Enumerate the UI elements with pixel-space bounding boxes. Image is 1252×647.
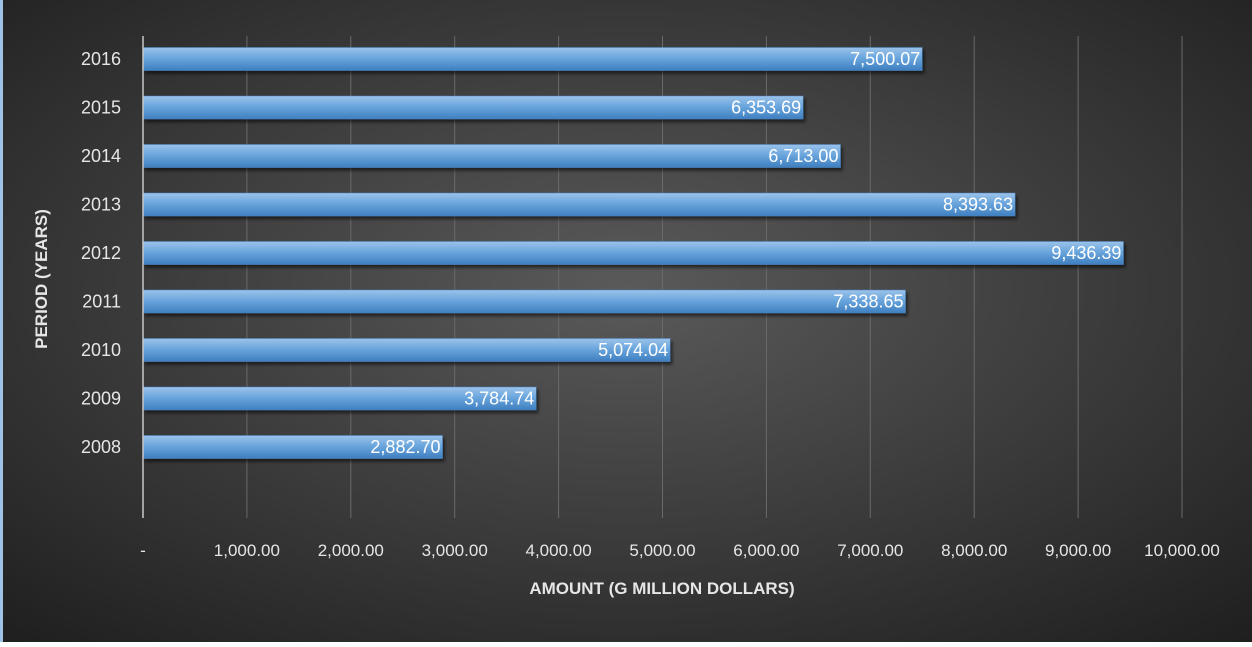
x-tick-label: 10,000.00 <box>1144 541 1220 560</box>
x-tick-label: - <box>140 541 146 560</box>
bar-value-label: 5,074.04 <box>598 340 668 360</box>
bar-value-label: 3,784.74 <box>464 389 534 409</box>
x-axis-title: AMOUNT (G MILLION DOLLARS) <box>529 579 794 598</box>
x-tick-label: 1,000.00 <box>214 541 280 560</box>
x-tick-label: 6,000.00 <box>733 541 799 560</box>
bar-value-label: 6,713.00 <box>768 146 838 166</box>
bar-2015 <box>142 95 804 120</box>
bar-2012 <box>142 241 1124 265</box>
x-tick-label: 5,000.00 <box>629 541 695 560</box>
bar-value-label: 2,882.70 <box>370 437 440 457</box>
y-tick-label: 2010 <box>81 340 121 360</box>
bar-2011 <box>142 289 906 314</box>
x-tick-label: 3,000.00 <box>422 541 488 560</box>
labels: - 1,000.00 2,000.00 3,000.00 4,000.00 5,000.0… <box>81 49 1220 560</box>
x-tick-label: 4,000.00 <box>526 541 592 560</box>
y-axis-title: PERIOD (YEARS) <box>32 209 51 349</box>
bars <box>142 47 1124 459</box>
x-tick-label: 2,000.00 <box>318 541 384 560</box>
chart-frame-accent <box>0 0 3 642</box>
y-tick-label: 2012 <box>81 243 121 263</box>
bar-value-label: 6,353.69 <box>731 98 801 118</box>
y-tick-label: 2008 <box>81 437 121 457</box>
x-tick-label: 7,000.00 <box>837 541 903 560</box>
bar-2014 <box>142 144 841 168</box>
y-tick-label: 2016 <box>81 49 121 69</box>
bar-2016 <box>142 47 923 71</box>
y-tick-label: 2011 <box>82 292 121 312</box>
bar-value-label: 8,393.63 <box>943 195 1013 215</box>
bar-value-label: 7,338.65 <box>833 292 903 312</box>
bar-value-label: 7,500.07 <box>850 49 920 69</box>
y-tick-label: 2013 <box>81 195 121 215</box>
x-tick-label: 8,000.00 <box>941 541 1007 560</box>
bar-value-label: 9,436.39 <box>1051 243 1121 263</box>
y-tick-label: 2014 <box>81 146 121 166</box>
bar-2010 <box>142 338 671 362</box>
y-tick-label: 2015 <box>81 98 121 118</box>
bar-2013 <box>142 192 1016 217</box>
x-tick-label: 9,000.00 <box>1045 541 1111 560</box>
y-tick-label: 2009 <box>81 389 121 409</box>
